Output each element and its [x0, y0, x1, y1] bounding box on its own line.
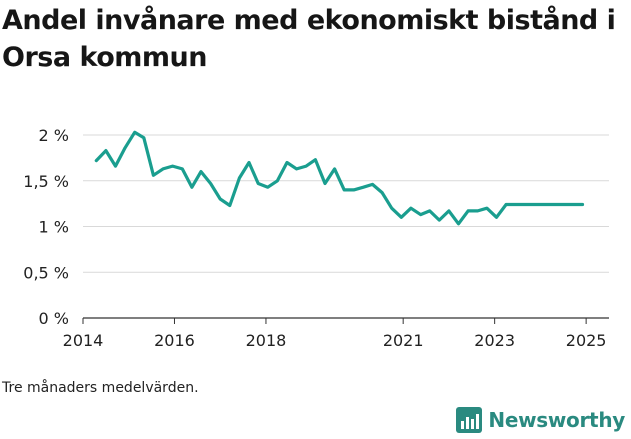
- series-line: [94, 130, 585, 226]
- gridlines: [83, 134, 609, 273]
- y-tick-label: 0 %: [39, 309, 69, 328]
- data-series: [94, 130, 585, 226]
- footnote: Tre månaders medelvärden.: [2, 380, 199, 396]
- y-tick-label: 2 %: [39, 126, 69, 145]
- x-axis: 2014 2016 2018 2021 2023 2025: [63, 317, 609, 350]
- x-tick-label: 2018: [246, 331, 287, 350]
- y-tick-label: 1 %: [39, 218, 69, 237]
- x-tick-label: 2023: [474, 331, 515, 350]
- y-axis-tick-labels: 0 % 0,5 % 1 % 1,5 % 2 %: [23, 126, 69, 328]
- x-tick-label: 2021: [383, 331, 424, 350]
- brand-logo: Newsworthy: [456, 407, 625, 433]
- brand-name: Newsworthy: [488, 408, 625, 432]
- line-chart: 0 % 0,5 % 1 % 1,5 % 2 % 2014 2016 2018 2021 2023…: [23, 126, 609, 350]
- x-tick-label: 2025: [566, 331, 607, 350]
- y-tick-label: 1,5 %: [23, 172, 69, 191]
- y-tick-label: 0,5 %: [23, 263, 69, 282]
- x-tick-label: 2016: [154, 331, 195, 350]
- chart-title: Andel invånare med ekonomiskt bistånd i …: [2, 5, 616, 73]
- x-tick-label: 2014: [63, 331, 104, 350]
- newsworthy-chart-logo-icon: [456, 407, 483, 433]
